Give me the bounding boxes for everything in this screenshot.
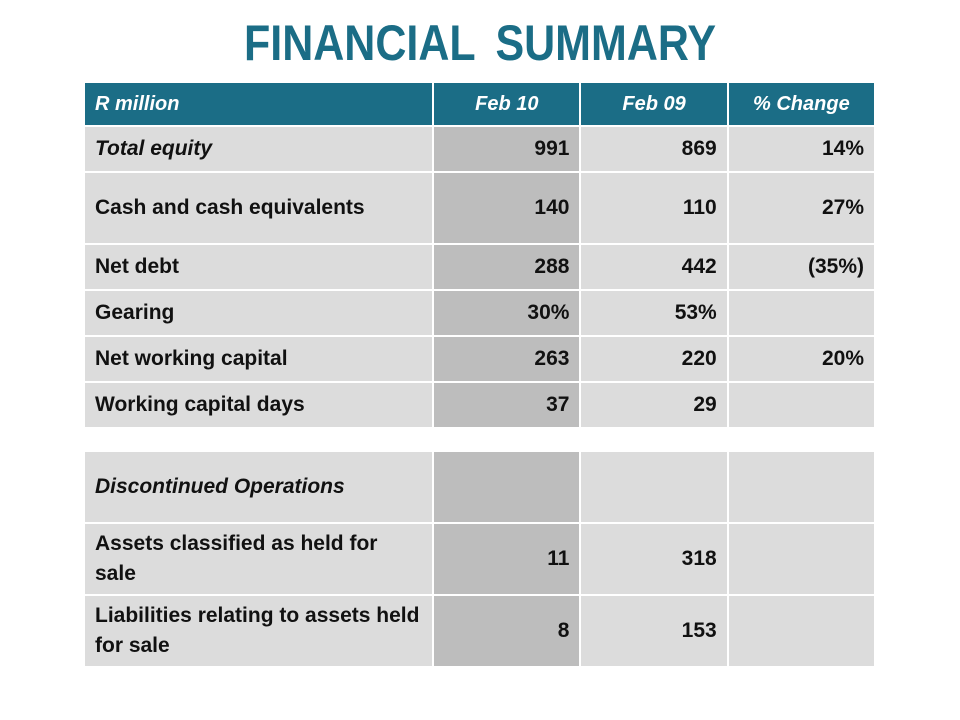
table-header-row: R million Feb 10 Feb 09 % Change	[82, 81, 877, 127]
row-label: Total equity	[82, 125, 435, 173]
row-feb10: 140	[432, 171, 582, 245]
row-label: Assets classified as held for sale	[82, 522, 435, 596]
row-change: (35%)	[726, 243, 877, 291]
row-label: Cash and cash equivalents	[82, 171, 435, 245]
row-change: 20%	[726, 335, 877, 383]
row-feb09	[579, 450, 729, 524]
row-label: Gearing	[82, 289, 435, 337]
row-feb10: 263	[432, 335, 582, 383]
row-feb09: 869	[579, 125, 729, 173]
table-row: Cash and cash equivalents 140 110 27%	[82, 171, 877, 245]
table-row: Discontinued Operations	[82, 450, 877, 524]
table-row: Assets classified as held for sale 11 31…	[82, 522, 877, 596]
table-row: Net working capital 263 220 20%	[82, 335, 877, 383]
row-feb10: 991	[432, 125, 582, 173]
row-feb10	[432, 450, 582, 524]
row-feb09: 53%	[579, 289, 729, 337]
row-change	[726, 450, 877, 524]
row-change	[726, 594, 877, 668]
row-feb10: 37	[432, 381, 582, 429]
row-feb10: 8	[432, 594, 582, 668]
table-row: Gearing 30% 53%	[82, 289, 877, 337]
header-feb10: Feb 10	[432, 81, 582, 127]
header-feb09: Feb 09	[579, 81, 729, 127]
row-feb10: 11	[432, 522, 582, 596]
row-feb09: 29	[579, 381, 729, 429]
header-change: % Change	[726, 81, 877, 127]
discontinued-operations-table: Discontinued Operations Assets classifie…	[82, 450, 877, 668]
discontinued-heading: Discontinued Operations	[82, 450, 435, 524]
table-row: Liabilities relating to assets held for …	[82, 594, 877, 668]
row-feb10: 288	[432, 243, 582, 291]
financial-summary-table: R million Feb 10 Feb 09 % Change Total e…	[82, 81, 877, 429]
row-feb09: 110	[579, 171, 729, 245]
page-title: FINANCIAL SUMMARY	[243, 15, 717, 71]
row-change: 14%	[726, 125, 877, 173]
table-row: Working capital days 37 29	[82, 381, 877, 429]
row-feb09: 442	[579, 243, 729, 291]
row-label: Liabilities relating to assets held for …	[82, 594, 435, 668]
row-feb10: 30%	[432, 289, 582, 337]
row-change	[726, 381, 877, 429]
table-row: Total equity 991 869 14%	[82, 125, 877, 173]
header-label: R million	[82, 81, 435, 127]
table-row: Net debt 288 442 (35%)	[82, 243, 877, 291]
row-label: Net debt	[82, 243, 435, 291]
row-label: Net working capital	[82, 335, 435, 383]
row-feb09: 153	[579, 594, 729, 668]
row-change	[726, 522, 877, 596]
row-feb09: 318	[579, 522, 729, 596]
row-feb09: 220	[579, 335, 729, 383]
row-label: Working capital days	[82, 381, 435, 429]
row-change: 27%	[726, 171, 877, 245]
row-change	[726, 289, 877, 337]
